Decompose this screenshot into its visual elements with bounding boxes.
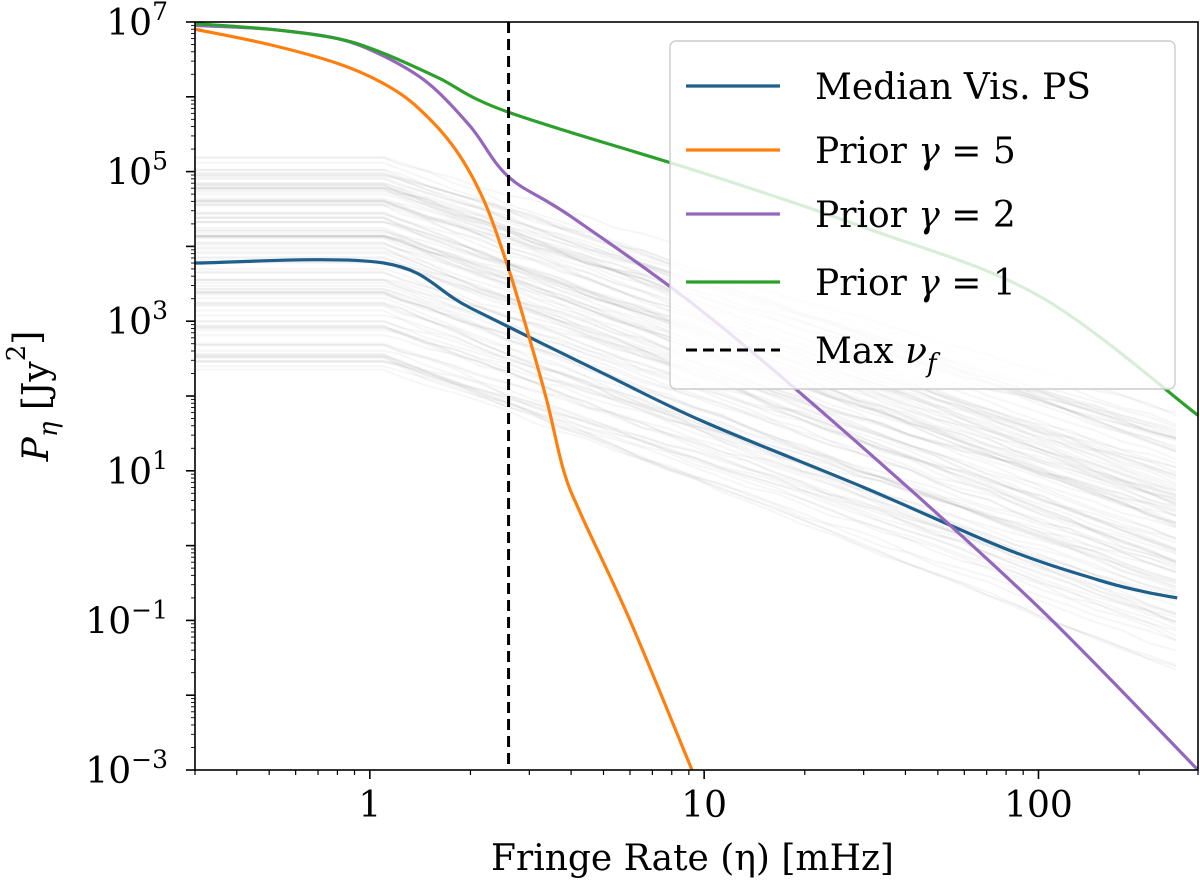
background-trace <box>195 302 1177 624</box>
legend-label-symbol: γ <box>918 195 940 236</box>
background-trace <box>195 296 1177 615</box>
background-trace <box>195 287 1177 591</box>
background-trace <box>195 356 1177 615</box>
legend-label-symbol: γ <box>918 131 940 172</box>
background-trace <box>195 243 1177 551</box>
x-axis-title: Fringe Rate (η) [mHz] <box>491 838 894 879</box>
background-trace <box>195 344 1177 584</box>
legend-label-1: Prior γ = 5 <box>815 131 1016 172</box>
background-trace <box>195 288 1177 539</box>
x-tick-label: 100 <box>1004 785 1073 826</box>
x-tick-label: 10 <box>681 785 727 826</box>
background-trace <box>195 326 1177 623</box>
background-trace <box>195 291 1177 588</box>
background-trace <box>195 284 1177 529</box>
y-axis-title-part: P <box>16 436 57 462</box>
background-trace <box>195 343 1177 593</box>
y-axis-title-part: [Jy <box>16 361 57 422</box>
legend-label-rest: = 1 <box>940 263 1016 304</box>
y-axis-title-part: η <box>34 421 64 437</box>
y-axis-title-part: 2 <box>2 345 32 362</box>
legend-label-3: Prior γ = 1 <box>815 263 1016 304</box>
background-trace <box>195 304 1177 607</box>
background-trace <box>195 292 1177 555</box>
y-tick-label: 107 <box>106 0 168 44</box>
background-trace <box>195 324 1177 637</box>
legend-label-text: Median Vis. PS <box>815 67 1091 108</box>
y-axis-title-part: ] <box>7 331 48 345</box>
series-line-0 <box>195 258 1178 600</box>
y-tick-label: 105 <box>106 147 168 194</box>
background-trace <box>195 247 1177 564</box>
background-trace <box>195 359 1177 632</box>
legend-label-rest: = 5 <box>940 131 1016 172</box>
background-trace <box>195 309 1177 619</box>
background-trace <box>195 252 1177 566</box>
legend-label-2: Prior γ = 2 <box>815 195 1016 236</box>
background-trace <box>195 355 1177 600</box>
legend-label-symbol: γ <box>918 263 940 304</box>
background-trace <box>195 259 1177 550</box>
y-tick-label: 10−3 <box>85 745 168 792</box>
background-trace <box>195 320 1177 563</box>
background-trace <box>195 356 1177 671</box>
background-trace <box>195 291 1177 589</box>
y-tick-base: 10 <box>106 452 152 493</box>
y-axis-title: Pη [Jy2] <box>2 331 64 463</box>
background-trace <box>195 303 1177 582</box>
background-trace <box>195 314 1177 581</box>
background-trace <box>195 268 1177 574</box>
legend-label-text: Max <box>815 331 905 372</box>
background-trace <box>195 271 1177 554</box>
y-tick-base: 10 <box>106 153 152 194</box>
y-tick-exponent: 7 <box>152 0 168 26</box>
y-tick-exponent: 5 <box>152 147 168 176</box>
background-trace <box>195 278 1177 513</box>
y-tick-exponent: −1 <box>131 595 168 624</box>
background-trace <box>195 329 1177 568</box>
legend-label-text: Prior <box>815 131 918 172</box>
y-tick-label: 10−1 <box>85 595 168 642</box>
legend-label-text: Prior <box>815 263 918 304</box>
y-tick-exponent: 1 <box>152 446 168 475</box>
background-trace <box>195 342 1177 641</box>
background-trace <box>195 355 1177 630</box>
legend-label-rest: = 2 <box>940 195 1016 236</box>
background-trace <box>195 325 1177 626</box>
legend-label-max-nu: Max νf <box>815 331 941 379</box>
background-trace <box>195 368 1177 642</box>
background-trace <box>195 360 1177 652</box>
background-trace <box>195 320 1177 595</box>
y-tick-label: 101 <box>106 446 168 493</box>
x-tick-label: 1 <box>358 785 381 826</box>
y-tick-base: 10 <box>85 601 131 642</box>
background-trace <box>195 349 1177 623</box>
background-trace <box>195 250 1177 564</box>
y-tick-label: 103 <box>106 296 168 343</box>
legend-label-0: Median Vis. PS <box>815 67 1091 108</box>
background-trace <box>195 290 1177 585</box>
background-trace <box>195 360 1177 596</box>
y-tick-base: 10 <box>85 751 131 792</box>
background-trace <box>195 353 1177 667</box>
legend-label-symbol: ν <box>905 331 927 372</box>
background-trace <box>195 293 1177 562</box>
legend-label-text: Prior <box>815 195 918 236</box>
background-trace <box>195 246 1177 563</box>
y-tick-base: 10 <box>106 302 152 343</box>
y-tick-exponent: 3 <box>152 296 168 325</box>
background-trace <box>195 257 1177 541</box>
background-trace <box>195 353 1177 668</box>
y-tick-exponent: −3 <box>131 745 168 774</box>
y-tick-base: 10 <box>106 3 152 44</box>
background-trace <box>195 301 1177 617</box>
legend-box <box>669 40 1176 390</box>
